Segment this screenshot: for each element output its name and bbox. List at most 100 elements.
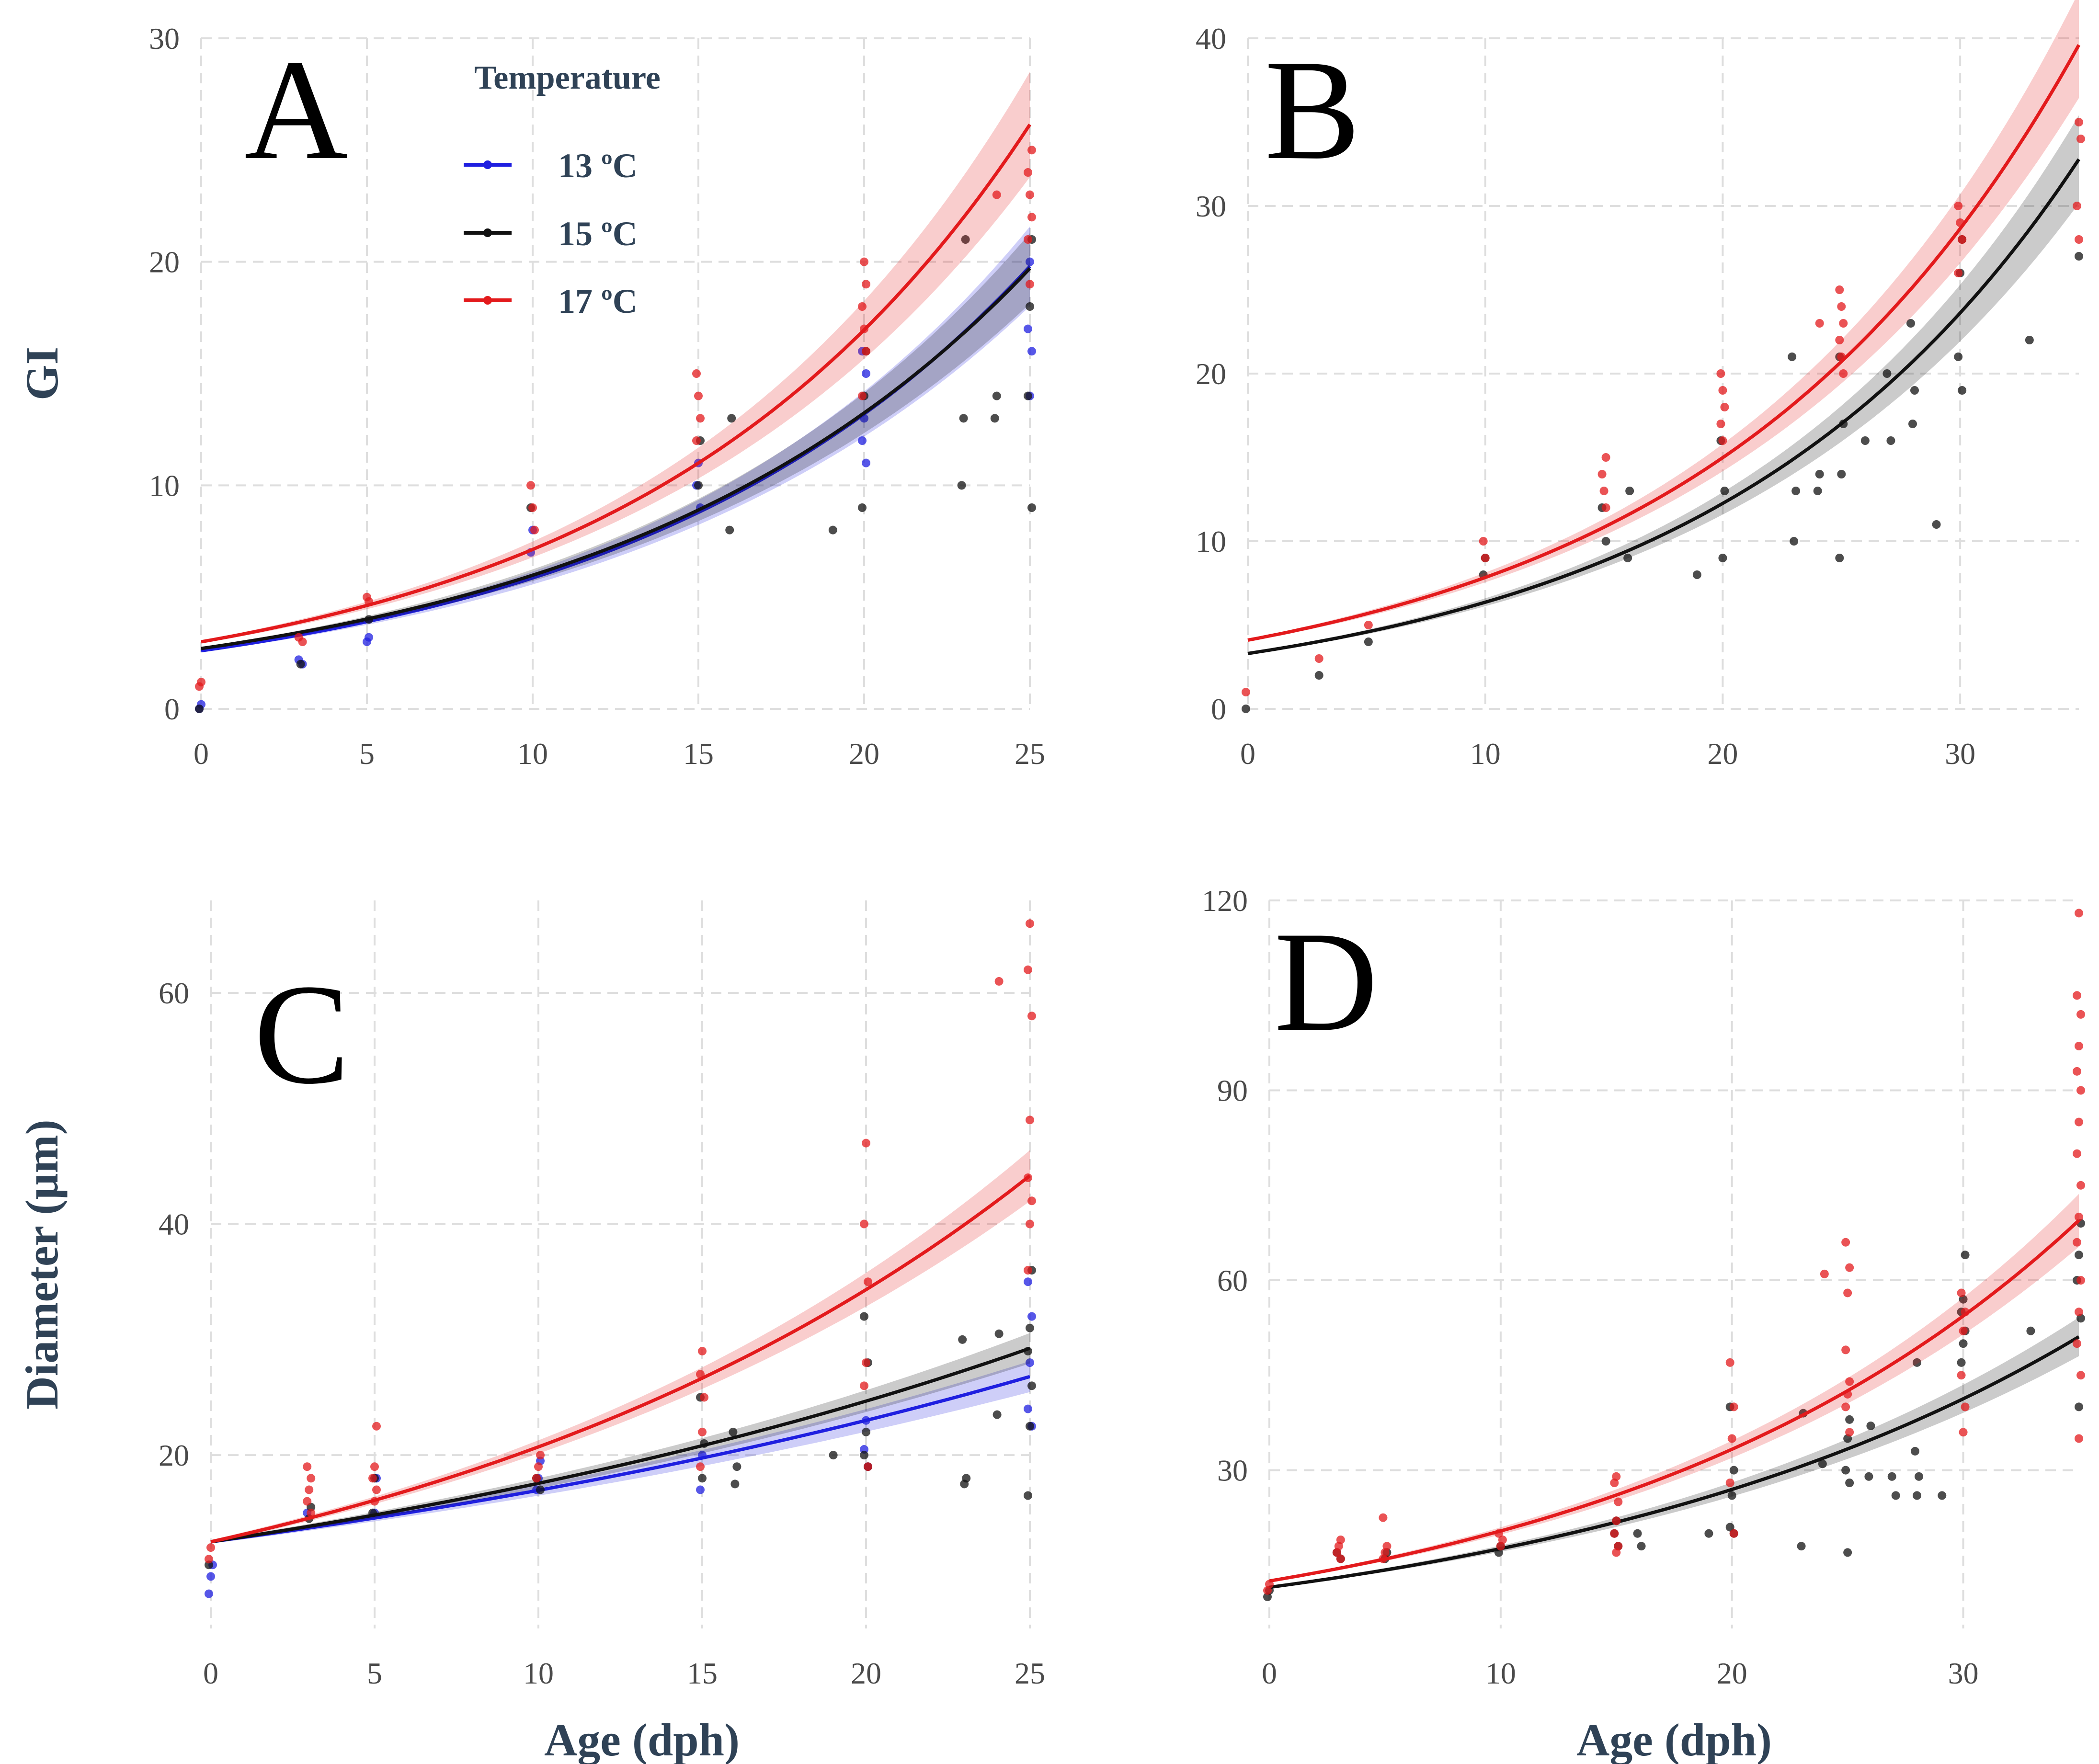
panel-d-point-17 xyxy=(1382,1542,1392,1551)
panel-d-point-15 xyxy=(1797,1542,1806,1551)
panel-b-point-17 xyxy=(1835,285,1844,294)
panel-c-point-15 xyxy=(730,1479,740,1489)
panel-c-point-17 xyxy=(1026,1219,1034,1229)
panel-d-point-15 xyxy=(1891,1491,1900,1500)
panel-c-point-17 xyxy=(534,1462,543,1471)
panel-b-point-17 xyxy=(1364,621,1373,629)
panel-c-point-17 xyxy=(303,1497,312,1506)
panel-d-point-17 xyxy=(2075,1042,2083,1050)
panel-b-ytick-20: 20 xyxy=(1196,357,1226,391)
panel-a-point-17 xyxy=(860,257,868,266)
panel-c-point-15 xyxy=(860,1451,868,1460)
panel-c-point-17 xyxy=(1024,1266,1032,1275)
panel-b-point-17 xyxy=(1956,218,1965,227)
panel-d-point-17 xyxy=(2076,1371,2085,1380)
panel-a-point-17 xyxy=(1024,235,1032,244)
panel-b-point-15 xyxy=(1882,369,1892,378)
panel-b-point-17 xyxy=(1599,487,1608,495)
panel-b-point-17 xyxy=(1716,420,1725,428)
panel-b-point-17 xyxy=(1601,453,1610,462)
panel-d-point-15 xyxy=(1864,1472,1873,1481)
panel-d-point-17 xyxy=(1843,1288,1852,1297)
panel-a-point-17 xyxy=(696,414,705,423)
panel-c-point-17 xyxy=(860,1219,868,1229)
panel-b-point-15 xyxy=(1958,386,1967,395)
panel-b-point-15 xyxy=(1932,520,1941,529)
panel-c-xtick-25: 25 xyxy=(1015,1656,1045,1690)
panel-b-point-17 xyxy=(1954,269,1963,277)
panel-d-point-15 xyxy=(1938,1491,1947,1500)
panel-b-point-17 xyxy=(1835,336,1844,344)
panel-b-ytick-0: 0 xyxy=(1211,692,1226,726)
panel-b-fit-line-15 xyxy=(1247,158,2080,655)
panel-b-point-15 xyxy=(1860,436,1870,445)
panel-b-xtick-0: 0 xyxy=(1240,737,1255,771)
panel-d-point-17 xyxy=(1841,1345,1850,1354)
panel-a-point-17 xyxy=(692,436,701,445)
panel-d-point-15 xyxy=(1704,1529,1713,1538)
panel-c-point-13 xyxy=(862,1416,870,1425)
panel-b-point-17 xyxy=(1716,369,1725,378)
panel-c-point-15 xyxy=(729,1427,738,1436)
panel-c-point-15 xyxy=(536,1485,545,1494)
panel-c-point-13 xyxy=(1026,1358,1034,1367)
panel-d-point-15 xyxy=(1913,1491,1921,1500)
panel-d-point-17 xyxy=(1841,1238,1850,1247)
panel-d-point-17 xyxy=(2075,1434,2083,1443)
panel-b-point-17 xyxy=(1839,319,1848,328)
panel-c-xtick-10: 10 xyxy=(523,1656,554,1690)
panel-a-point-13 xyxy=(862,458,870,467)
panel-b-point-17 xyxy=(1837,353,1846,361)
panel-c-point-17 xyxy=(372,1422,381,1431)
legend-label-15: 15 ºC xyxy=(558,215,638,253)
panel-b-point-15 xyxy=(1791,487,1801,495)
panel-d-letter: D xyxy=(1274,902,1378,1061)
panel-c-ytick-40: 40 xyxy=(159,1207,189,1241)
panel-d-point-17 xyxy=(1614,1497,1623,1506)
panel-d-point-17 xyxy=(2073,991,2081,1000)
panel-c-point-17 xyxy=(1027,1012,1036,1021)
panel-b-point-15 xyxy=(1839,420,1848,428)
panel-a-point-17 xyxy=(365,597,373,606)
panel-b-point-17 xyxy=(1720,403,1729,411)
panel-d-point-17 xyxy=(1959,1428,1968,1437)
panel-c-point-13 xyxy=(696,1485,705,1494)
panel-d-point-17 xyxy=(1265,1580,1274,1589)
panel-d-point-17 xyxy=(1379,1513,1388,1522)
panel-a-point-15 xyxy=(957,481,966,490)
panel-c-point-15 xyxy=(829,1451,838,1460)
panel-c-point-15 xyxy=(1027,1381,1036,1390)
panel-a-point-13 xyxy=(365,633,373,642)
panel-b-xtick-30: 30 xyxy=(1945,737,1975,771)
panel-c-point-17 xyxy=(860,1381,868,1390)
panel-b-ytick-10: 10 xyxy=(1196,524,1226,558)
panel-d-xtick-10: 10 xyxy=(1485,1656,1516,1690)
panel-c-fit-line-13 xyxy=(210,1375,1030,1544)
legend-marker-13 xyxy=(483,160,492,169)
panel-c-point-17 xyxy=(994,977,1004,986)
panel-c-fit-line-17 xyxy=(210,1174,1031,1544)
panel-c-point-17 xyxy=(864,1462,872,1471)
panel-d-point-15 xyxy=(1818,1459,1827,1468)
panel-d-point-15 xyxy=(1845,1415,1854,1424)
panel-c-xlabel: Age (dph) xyxy=(544,1714,740,1764)
panel-b-point-17 xyxy=(1815,319,1824,328)
panel-a-point-15 xyxy=(195,705,204,713)
panel-c-point-13 xyxy=(1024,1277,1032,1286)
panel-b-point-17 xyxy=(1718,436,1727,445)
panel-d-point-17 xyxy=(1610,1529,1619,1538)
panel-d-point-17 xyxy=(1729,1529,1738,1538)
panel-a-xtick-20: 20 xyxy=(849,737,879,771)
panel-b-point-15 xyxy=(1788,353,1797,361)
panel-a-point-17 xyxy=(692,369,701,378)
panel-c-point-17 xyxy=(864,1277,872,1286)
panel-d-point-17 xyxy=(2075,1212,2083,1221)
panel-d-point-15 xyxy=(1915,1472,1923,1481)
panel-a-point-13 xyxy=(858,436,867,445)
panel-a-point-17 xyxy=(1026,190,1034,199)
panel-c-point-17 xyxy=(206,1543,215,1552)
panel-a-point-15 xyxy=(992,391,1001,400)
panel-d-point-17 xyxy=(2075,1117,2083,1127)
panel-b-point-17 xyxy=(1481,554,1490,562)
panel-c-point-15 xyxy=(1026,1422,1034,1431)
